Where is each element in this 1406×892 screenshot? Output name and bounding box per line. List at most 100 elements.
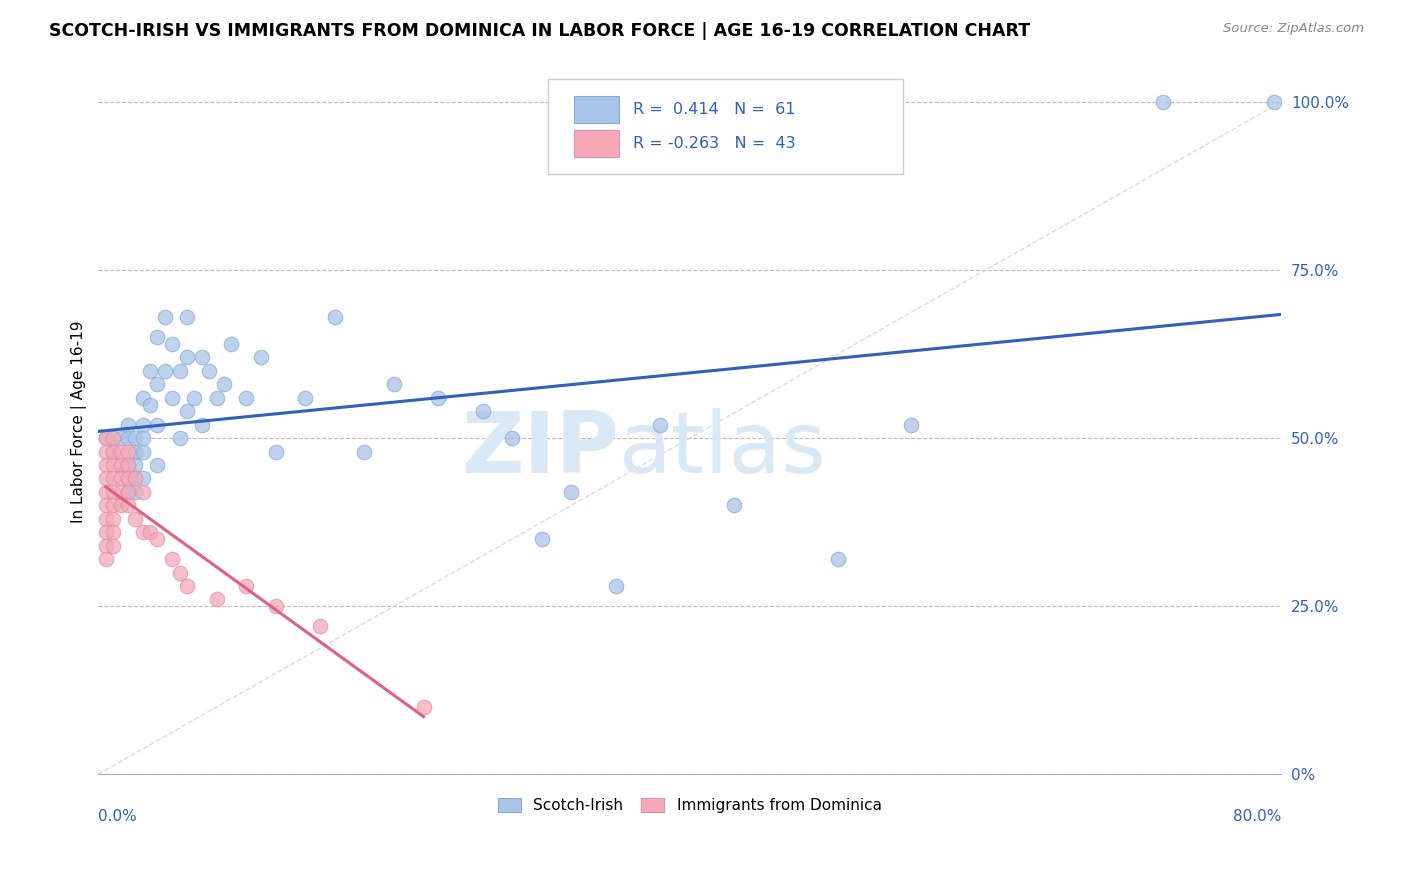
Point <box>146 532 169 546</box>
Text: SCOTCH-IRISH VS IMMIGRANTS FROM DOMINICA IN LABOR FORCE | AGE 16-19 CORRELATION : SCOTCH-IRISH VS IMMIGRANTS FROM DOMINICA… <box>49 22 1031 40</box>
Point <box>124 512 146 526</box>
Point <box>117 444 139 458</box>
Text: R = -0.263   N =  43: R = -0.263 N = 43 <box>633 136 796 151</box>
Point <box>117 458 139 472</box>
Point <box>94 431 117 445</box>
Point <box>131 417 153 432</box>
Point <box>94 458 117 472</box>
Point <box>501 431 523 445</box>
Point <box>101 431 124 445</box>
Point <box>191 417 214 432</box>
Point <box>205 391 228 405</box>
Point <box>153 310 176 325</box>
Point <box>94 444 117 458</box>
Point <box>827 552 849 566</box>
Point <box>117 471 139 485</box>
Point <box>101 512 124 526</box>
Point <box>131 444 153 458</box>
Point <box>250 351 273 365</box>
Point <box>323 310 346 325</box>
Point <box>198 364 221 378</box>
Point <box>94 512 117 526</box>
Point <box>183 391 205 405</box>
Point <box>110 458 132 472</box>
Point <box>117 458 139 472</box>
Point <box>101 484 124 499</box>
Point <box>101 444 124 458</box>
Point <box>94 484 117 499</box>
Point <box>153 364 176 378</box>
Point <box>117 471 139 485</box>
Point <box>94 539 117 553</box>
Point <box>124 471 146 485</box>
Point <box>139 364 162 378</box>
Legend: Scotch-Irish, Immigrants from Dominica: Scotch-Irish, Immigrants from Dominica <box>492 792 887 820</box>
Point <box>353 444 375 458</box>
Y-axis label: In Labor Force | Age 16-19: In Labor Force | Age 16-19 <box>72 320 87 523</box>
Point <box>139 398 162 412</box>
Point <box>146 458 169 472</box>
Point <box>235 579 257 593</box>
Point <box>176 579 198 593</box>
Text: 80.0%: 80.0% <box>1233 809 1281 824</box>
Point <box>471 404 494 418</box>
Point <box>117 417 139 432</box>
Point <box>264 599 287 614</box>
Point <box>169 364 191 378</box>
Point <box>131 431 153 445</box>
Point <box>94 471 117 485</box>
Point <box>1152 95 1174 109</box>
Point <box>146 330 169 344</box>
Point <box>162 337 184 351</box>
Text: ZIP: ZIP <box>461 408 619 491</box>
Point <box>900 417 922 432</box>
Point <box>162 391 184 405</box>
Point <box>212 377 235 392</box>
Point <box>131 391 153 405</box>
Point <box>723 499 745 513</box>
FancyBboxPatch shape <box>548 79 903 174</box>
Point <box>94 431 117 445</box>
Point <box>101 499 124 513</box>
Text: R =  0.414   N =  61: R = 0.414 N = 61 <box>633 102 796 117</box>
Point <box>124 471 146 485</box>
Point <box>427 391 450 405</box>
Point <box>560 484 582 499</box>
Point <box>94 499 117 513</box>
FancyBboxPatch shape <box>574 130 619 157</box>
Point <box>110 444 132 458</box>
Point <box>124 458 146 472</box>
Point <box>101 525 124 540</box>
Point <box>101 458 124 472</box>
Point <box>110 458 132 472</box>
Point <box>146 377 169 392</box>
Point <box>294 391 316 405</box>
Point <box>110 484 132 499</box>
Point <box>191 351 214 365</box>
Point <box>101 539 124 553</box>
Point <box>131 471 153 485</box>
Point <box>117 484 139 499</box>
Point <box>124 444 146 458</box>
Point <box>235 391 257 405</box>
Point <box>176 404 198 418</box>
Point <box>605 579 627 593</box>
Point <box>101 431 124 445</box>
Point <box>124 484 146 499</box>
Point <box>94 552 117 566</box>
Text: Source: ZipAtlas.com: Source: ZipAtlas.com <box>1223 22 1364 36</box>
Point <box>124 431 146 445</box>
Point <box>221 337 243 351</box>
Point <box>169 566 191 580</box>
Point <box>169 431 191 445</box>
Point <box>110 471 132 485</box>
Point <box>205 592 228 607</box>
Point <box>117 484 139 499</box>
Point <box>162 552 184 566</box>
Point <box>101 471 124 485</box>
Point <box>131 484 153 499</box>
Point <box>264 444 287 458</box>
Point <box>94 525 117 540</box>
Point <box>382 377 405 392</box>
Point <box>309 619 332 633</box>
